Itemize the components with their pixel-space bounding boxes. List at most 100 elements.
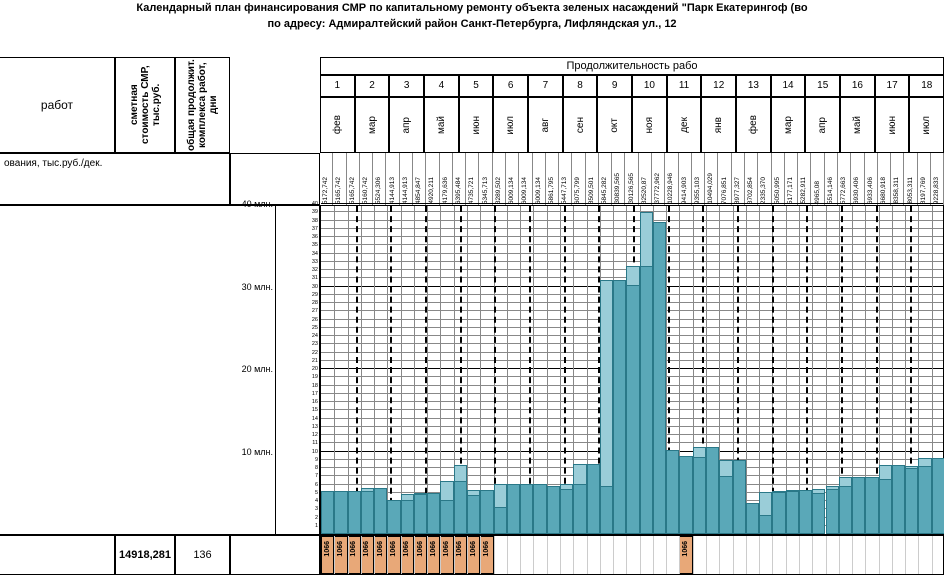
col-value-label: 2335,370 bbox=[758, 153, 771, 205]
bar bbox=[547, 486, 560, 534]
bar bbox=[321, 491, 334, 534]
month-name-cell: июн bbox=[459, 97, 494, 153]
bar bbox=[440, 500, 453, 534]
bar bbox=[653, 222, 666, 534]
month-num-cell: 18 bbox=[909, 75, 944, 97]
col-value-label: 6680,918 bbox=[878, 153, 891, 205]
y-tick: 4 bbox=[315, 498, 318, 504]
bar bbox=[520, 484, 533, 534]
orange-cell: 1066 bbox=[467, 536, 480, 574]
y-tick: 14 bbox=[312, 416, 318, 422]
col-value-label: 4920,211 bbox=[426, 153, 439, 205]
bar bbox=[427, 493, 440, 534]
col-value-label: 37772,962 bbox=[652, 153, 665, 205]
y-tick: 16 bbox=[312, 399, 318, 405]
bar bbox=[733, 460, 746, 534]
month-num-cell: 13 bbox=[736, 75, 771, 97]
bar bbox=[759, 515, 772, 534]
month-num-cell: 10 bbox=[632, 75, 667, 97]
y-tick: 30 bbox=[312, 284, 318, 290]
month-name-cell: авг bbox=[528, 97, 563, 153]
month-num-cell: 9 bbox=[597, 75, 632, 97]
month-name-cell: мар bbox=[355, 97, 390, 153]
bar bbox=[334, 491, 347, 534]
orange-cell: 1066 bbox=[679, 536, 692, 574]
bar bbox=[706, 447, 719, 534]
col-value-label: 5345,713 bbox=[479, 153, 492, 205]
month-name-cell: фев bbox=[736, 97, 771, 153]
month-num-cell: 12 bbox=[701, 75, 736, 97]
orange-cell: 1066 bbox=[374, 536, 387, 574]
row-label: ования, тыс.руб./дек. bbox=[0, 153, 230, 205]
month-num-cell: 5 bbox=[459, 75, 494, 97]
col-value-label: 5447,713 bbox=[559, 153, 572, 205]
month-num-cell: 11 bbox=[667, 75, 702, 97]
col-value-label: 6933,406 bbox=[865, 153, 878, 205]
y-tick: 35 bbox=[312, 242, 318, 248]
bar bbox=[746, 503, 759, 534]
y-tick: 25 bbox=[312, 325, 318, 331]
y-tick: 1 bbox=[315, 523, 318, 529]
bar bbox=[387, 500, 400, 534]
col-value-label: 5514,146 bbox=[825, 153, 838, 205]
bar bbox=[679, 456, 692, 534]
bar bbox=[839, 486, 852, 534]
month-num-cell: 4 bbox=[424, 75, 459, 97]
y-tick: 6 bbox=[315, 482, 318, 488]
month-num-cell: 1 bbox=[320, 75, 355, 97]
col-value-label: 9228,833 bbox=[931, 153, 944, 205]
y-tick: 31 bbox=[312, 275, 318, 281]
bar bbox=[932, 458, 944, 534]
page-title-1: Календарный план финансирования СМР по к… bbox=[0, 0, 944, 16]
y-tick: 3 bbox=[315, 506, 318, 512]
bar bbox=[613, 280, 626, 534]
orange-cell: 1066 bbox=[454, 536, 467, 574]
col-value-label: 5050,995 bbox=[772, 153, 785, 205]
page-title-2: по адресу: Адмиралтейский район Санкт-Пе… bbox=[0, 16, 944, 32]
orange-cell: 1066 bbox=[348, 536, 361, 574]
month-name-cell: июл bbox=[493, 97, 528, 153]
y-tick: 32 bbox=[312, 267, 318, 273]
month-name-cell: июл bbox=[909, 97, 944, 153]
column-value-labels: 5172,7425165,7425165,7425160,7425524,306… bbox=[320, 153, 944, 205]
col-value-label: 6009,134 bbox=[519, 153, 532, 205]
bar bbox=[494, 507, 507, 534]
orange-cell: 1066 bbox=[387, 536, 400, 574]
y-tick: 38 bbox=[312, 218, 318, 224]
month-num-cell: 17 bbox=[875, 75, 910, 97]
duration-header: общая продолжит. комплекса работ, дни bbox=[175, 57, 230, 153]
period-header: Продолжительность рабо bbox=[320, 57, 944, 75]
bottom-cost: 14918,281 bbox=[115, 535, 175, 575]
bar bbox=[480, 490, 493, 534]
month-name-cell: янв bbox=[701, 97, 736, 153]
col-value-label: 4144,913 bbox=[386, 153, 399, 205]
month-name-cell: фев bbox=[320, 97, 355, 153]
month-name-row: февмарапрмайиюниюлавгсеноктноядекянвфевм… bbox=[320, 97, 944, 153]
y-tick: 17 bbox=[312, 391, 318, 397]
col-value-label: 7076,851 bbox=[718, 153, 731, 205]
col-value-label: 6009,134 bbox=[506, 153, 519, 205]
y-tick: 2 bbox=[315, 515, 318, 521]
y-tick: 29 bbox=[312, 292, 318, 298]
bar bbox=[507, 484, 520, 534]
bottom-row: 14918,281 136 10661066106610661066106610… bbox=[0, 535, 944, 575]
orange-cell: 1066 bbox=[440, 536, 453, 574]
y-tick: 37 bbox=[312, 226, 318, 232]
col-value-label: 10228,946 bbox=[665, 153, 678, 205]
col-value-label: 5282,911 bbox=[798, 153, 811, 205]
month-num-cell: 16 bbox=[840, 75, 875, 97]
bar bbox=[573, 484, 586, 534]
y-tick: 15 bbox=[312, 407, 318, 413]
bar bbox=[852, 477, 865, 534]
y-tick: 12 bbox=[312, 432, 318, 438]
col-value-label: 9414,903 bbox=[679, 153, 692, 205]
bar bbox=[454, 481, 467, 534]
col-value-label: 8977,327 bbox=[732, 153, 745, 205]
orange-cell: 1066 bbox=[361, 536, 374, 574]
month-name-cell: ноя bbox=[632, 97, 667, 153]
y-tick: 27 bbox=[312, 308, 318, 314]
cost-header-text: сметная стоимость СМР, тыс.руб. bbox=[129, 58, 162, 152]
bar bbox=[560, 489, 573, 534]
bar bbox=[812, 493, 825, 534]
col-value-label: 4179,636 bbox=[440, 153, 453, 205]
